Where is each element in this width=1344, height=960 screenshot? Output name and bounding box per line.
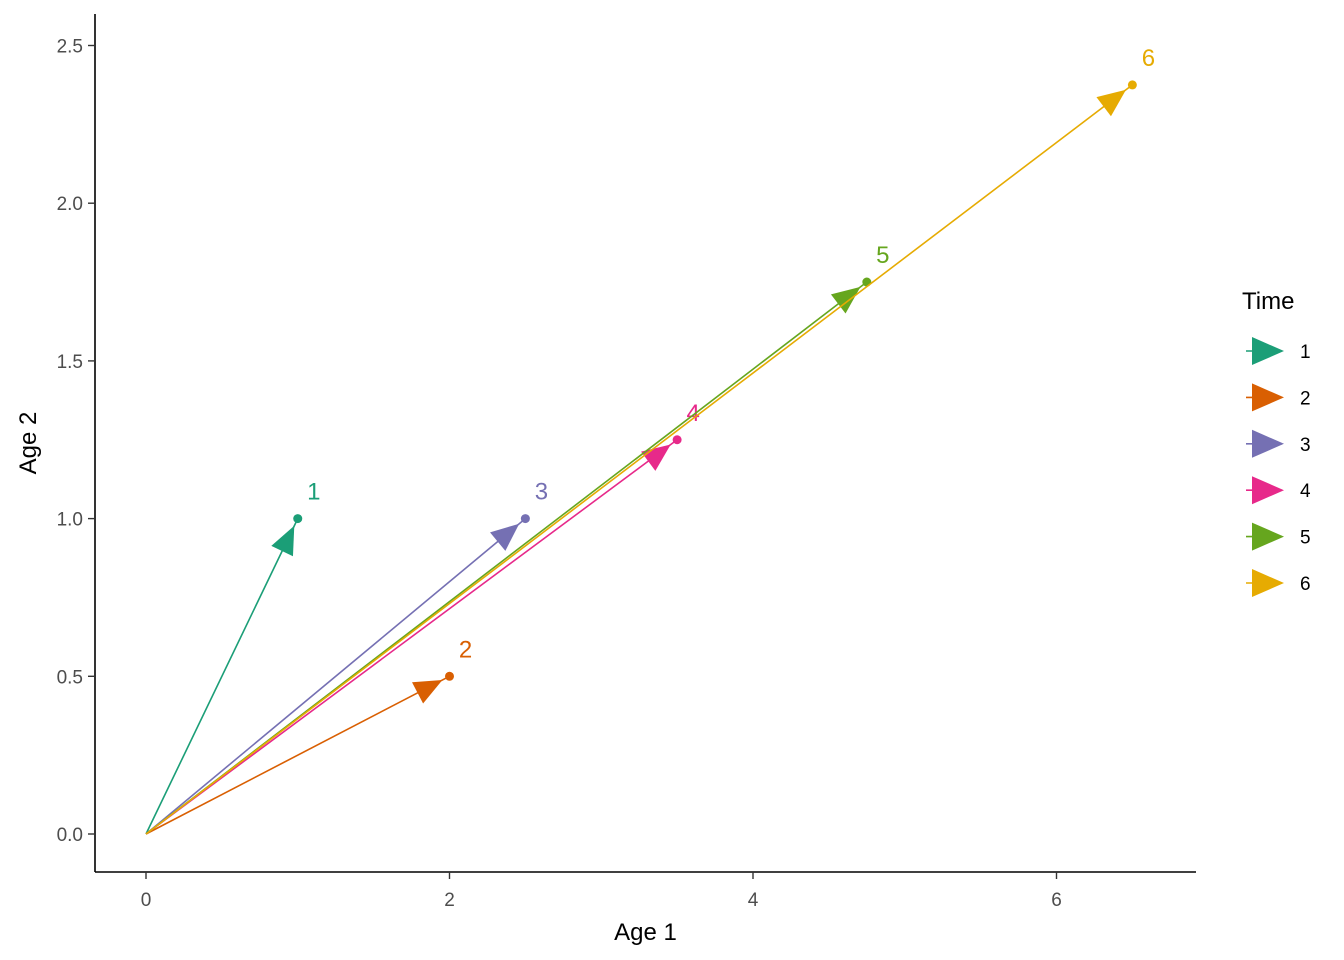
vector-arrowhead-3 xyxy=(490,523,520,551)
vector-line-2 xyxy=(145,675,450,835)
point-label-2: 2 xyxy=(459,636,472,663)
y-tick-label: 2.0 xyxy=(57,194,83,215)
legend-key-arrowhead xyxy=(1252,383,1284,412)
vector-line-1 xyxy=(145,518,299,835)
legend-key-arrowhead xyxy=(1252,522,1284,551)
legend-item-1: 1 xyxy=(1246,337,1311,365)
legend-item-4: 4 xyxy=(1246,476,1311,505)
point-label-6: 6 xyxy=(1142,45,1155,72)
vector-arrowhead-6 xyxy=(1096,89,1126,117)
y-axis-title: Age 2 xyxy=(15,412,42,475)
legend-item-2: 2 xyxy=(1246,383,1311,412)
point-label-3: 3 xyxy=(535,479,548,506)
legend-key-arrowhead xyxy=(1252,337,1284,365)
legend-label: 2 xyxy=(1300,388,1311,409)
legend-label: 1 xyxy=(1300,342,1311,363)
plot-area: 1 2 3 4 5 6 xyxy=(145,45,1155,835)
legend: Time 1 2 3 4 5 6 xyxy=(1242,288,1311,597)
y-tick-label: 1.5 xyxy=(57,352,83,373)
y-tick-label: 0.0 xyxy=(57,825,83,846)
point-label-1: 1 xyxy=(307,479,320,506)
vector-line-6 xyxy=(145,84,1133,835)
vector-arrowhead-1 xyxy=(271,525,295,557)
vector-line-4 xyxy=(145,439,678,835)
vector-point-1 xyxy=(293,514,303,524)
legend-label: 4 xyxy=(1300,481,1311,502)
y-tick-label: 1.0 xyxy=(57,510,83,531)
point-label-4: 4 xyxy=(686,400,699,427)
legend-title: Time xyxy=(1242,288,1294,315)
legend-label: 6 xyxy=(1300,574,1311,595)
vector-arrowhead-5 xyxy=(830,286,861,314)
x-axis-title: Age 1 xyxy=(614,919,677,946)
legend-item-3: 3 xyxy=(1246,429,1311,458)
legend-key-arrowhead xyxy=(1252,569,1284,597)
x-tick-label: 0 xyxy=(141,890,152,911)
legend-item-5: 5 xyxy=(1246,522,1311,551)
legend-label: 5 xyxy=(1300,528,1311,549)
legend-item-6: 6 xyxy=(1246,569,1311,597)
vector-point-6 xyxy=(1127,80,1137,90)
vector-point-2 xyxy=(445,671,454,681)
x-tick-label: 2 xyxy=(444,890,455,911)
y-tick-label: 0.5 xyxy=(57,667,83,688)
y-tick-label: 2.5 xyxy=(57,37,83,58)
vector-arrowhead-4 xyxy=(641,444,671,471)
legend-key-arrowhead xyxy=(1252,429,1284,458)
legend-label: 3 xyxy=(1300,435,1311,456)
vector-line-3 xyxy=(145,517,526,835)
vector-point-4 xyxy=(672,435,682,445)
legend-key-arrowhead xyxy=(1252,476,1284,505)
vector-arrowhead-2 xyxy=(412,679,443,704)
vector-point-3 xyxy=(520,514,530,524)
x-tick-label: 6 xyxy=(1051,890,1062,911)
point-label-5: 5 xyxy=(876,242,889,269)
x-tick-label: 4 xyxy=(748,890,759,911)
axes: 0 2 4 6 0.0 0.5 1.0 1.5 2.0 2.5 xyxy=(57,14,1196,911)
